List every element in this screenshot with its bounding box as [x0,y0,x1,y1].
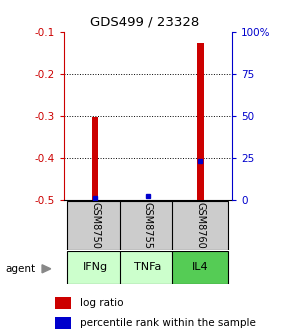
Text: GSM8750: GSM8750 [90,202,100,249]
Bar [55,317,71,329]
Bar [120,251,176,284]
Bar [92,117,99,200]
Text: GDS499 / 23328: GDS499 / 23328 [90,15,200,28]
Text: log ratio: log ratio [80,298,124,308]
Text: IFNg: IFNg [83,262,108,272]
Text: TNFa: TNFa [134,262,162,272]
Text: GSM8755: GSM8755 [143,202,153,249]
Text: GSM8760: GSM8760 [195,202,205,249]
Bar [55,297,71,309]
Bar [120,201,176,250]
Text: IL4: IL4 [192,262,209,272]
Bar [173,201,229,250]
Text: percentile rank within the sample: percentile rank within the sample [80,318,256,328]
Bar [197,43,204,200]
Bar [67,201,123,250]
Bar [173,251,229,284]
Polygon shape [42,265,51,273]
Text: agent: agent [6,264,36,274]
Bar [67,251,123,284]
